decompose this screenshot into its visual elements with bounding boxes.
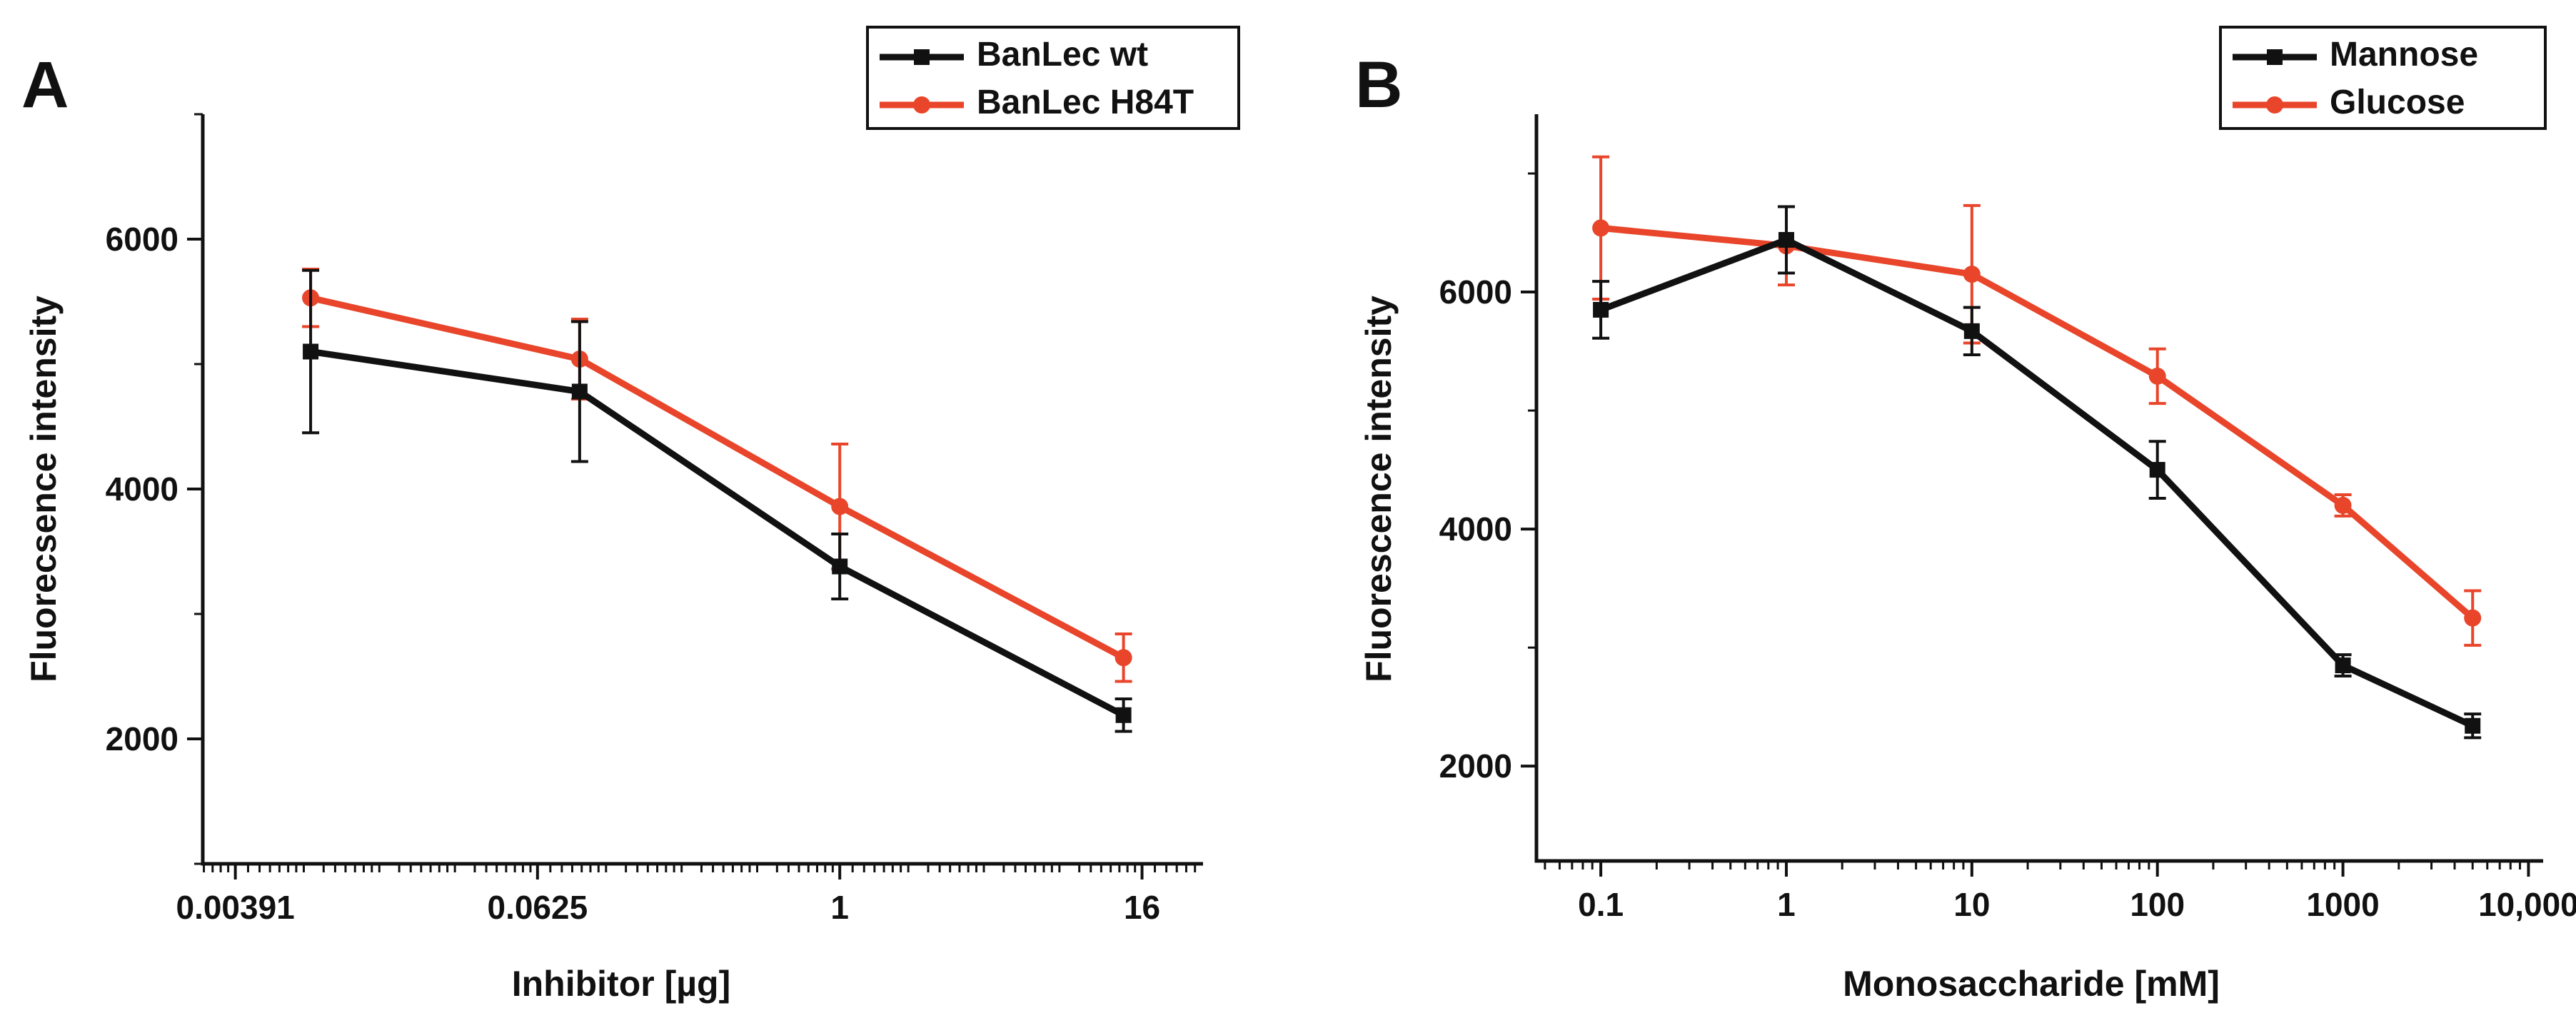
x-tick-label: 0.1 — [1578, 886, 1624, 923]
panel-a-label: A — [21, 49, 69, 121]
y-tick-label: 4000 — [1439, 510, 1512, 548]
data-point — [2149, 462, 2165, 478]
legend-box — [866, 26, 1240, 130]
panel-a-y-tick-labels: 2000 4000 6000 — [106, 221, 178, 757]
x-tick-label: 1 — [1777, 886, 1796, 923]
panel-b: B 0.1 1 10 100 1000 10,000 2000 4000 600… — [1355, 26, 2576, 1004]
panel-b-y-axis-label: Fluorescence intensity — [1359, 296, 1399, 682]
panel-b-axes — [1534, 114, 2543, 863]
panel-b-x-axis-label: Monosaccharide [mM] — [1843, 964, 2220, 1004]
data-point — [1963, 266, 1981, 283]
panel-a-legend: BanLec wt BanLec H84T — [866, 26, 1240, 130]
x-tick-label: 1000 — [2306, 886, 2379, 923]
data-point — [1593, 301, 1609, 318]
data-point — [2464, 609, 2482, 627]
legend-label-banlec-h84t: BanLec H84T — [977, 84, 1194, 121]
data-point — [2334, 496, 2352, 514]
x-tick-label: 16 — [1124, 889, 1160, 926]
panel-b-label: B — [1355, 49, 1402, 121]
x-tick-label: 10,000 — [2478, 886, 2576, 923]
data-point — [1115, 649, 1132, 667]
panel-b-series — [1592, 155, 2482, 740]
legend-marker — [2267, 49, 2283, 65]
series-line — [310, 348, 1125, 718]
panel-a-x-axis-label: Inhibitor [µg] — [512, 964, 731, 1004]
legend-symbols — [2233, 49, 2317, 114]
panel-b-x-tick-labels: 0.1 1 10 100 1000 10,000 — [1578, 886, 2576, 923]
legend-marker — [913, 96, 930, 114]
data-point — [2465, 717, 2481, 734]
y-tick-label: 4000 — [106, 470, 178, 508]
legend-symbols — [880, 49, 964, 114]
data-point — [571, 383, 588, 400]
series-glucose — [1592, 155, 2482, 647]
data-point — [1592, 219, 1610, 237]
y-tick-label: 6000 — [106, 221, 178, 258]
series-line — [1600, 224, 2475, 620]
data-point — [303, 343, 319, 360]
panel-a-x-tick-labels: 0.00391 0.0625 1 16 — [176, 889, 1160, 926]
x-tick-label: 10 — [1953, 886, 1990, 923]
legend-label-mannose: Mannose — [2330, 36, 2478, 74]
panel-a-y-axis-label: Fluorecsence intensity — [24, 296, 64, 682]
data-point — [1115, 707, 1132, 723]
y-tick-label: 6000 — [1439, 273, 1512, 311]
data-point — [1778, 231, 1794, 248]
legend-marker — [914, 49, 930, 65]
data-point — [2335, 657, 2351, 674]
x-tick-label: 0.0625 — [487, 889, 588, 926]
series-line — [1599, 236, 2475, 729]
panel-b-ticks — [1521, 172, 2530, 877]
legend-marker — [2266, 96, 2283, 114]
panel-b-legend: Mannose Glucose — [2219, 26, 2547, 130]
data-point — [831, 498, 849, 515]
series-line — [310, 294, 1125, 661]
legend-label-banlec-wt: BanLec wt — [977, 36, 1148, 74]
legend-label-glucose: Glucose — [2330, 84, 2465, 121]
panel-a-ticks — [187, 113, 1197, 880]
x-tick-label: 1 — [830, 889, 849, 926]
panel-b-y-tick-labels: 2000 4000 6000 — [1439, 273, 1512, 785]
data-point — [1963, 323, 1980, 339]
y-tick-label: 2000 — [1439, 747, 1512, 785]
series-mannose — [1592, 205, 2482, 740]
data-point — [832, 558, 848, 575]
panel-a-series — [302, 268, 1132, 733]
series-banlec-wt — [302, 268, 1132, 733]
panel-a: A 0.00391 0.0625 1 16 2000 4000 6000 Inh… — [21, 26, 1240, 1004]
y-tick-label: 2000 — [106, 720, 178, 757]
data-point — [2148, 367, 2166, 385]
x-tick-label: 100 — [2130, 886, 2185, 923]
x-tick-label: 0.00391 — [176, 889, 294, 926]
